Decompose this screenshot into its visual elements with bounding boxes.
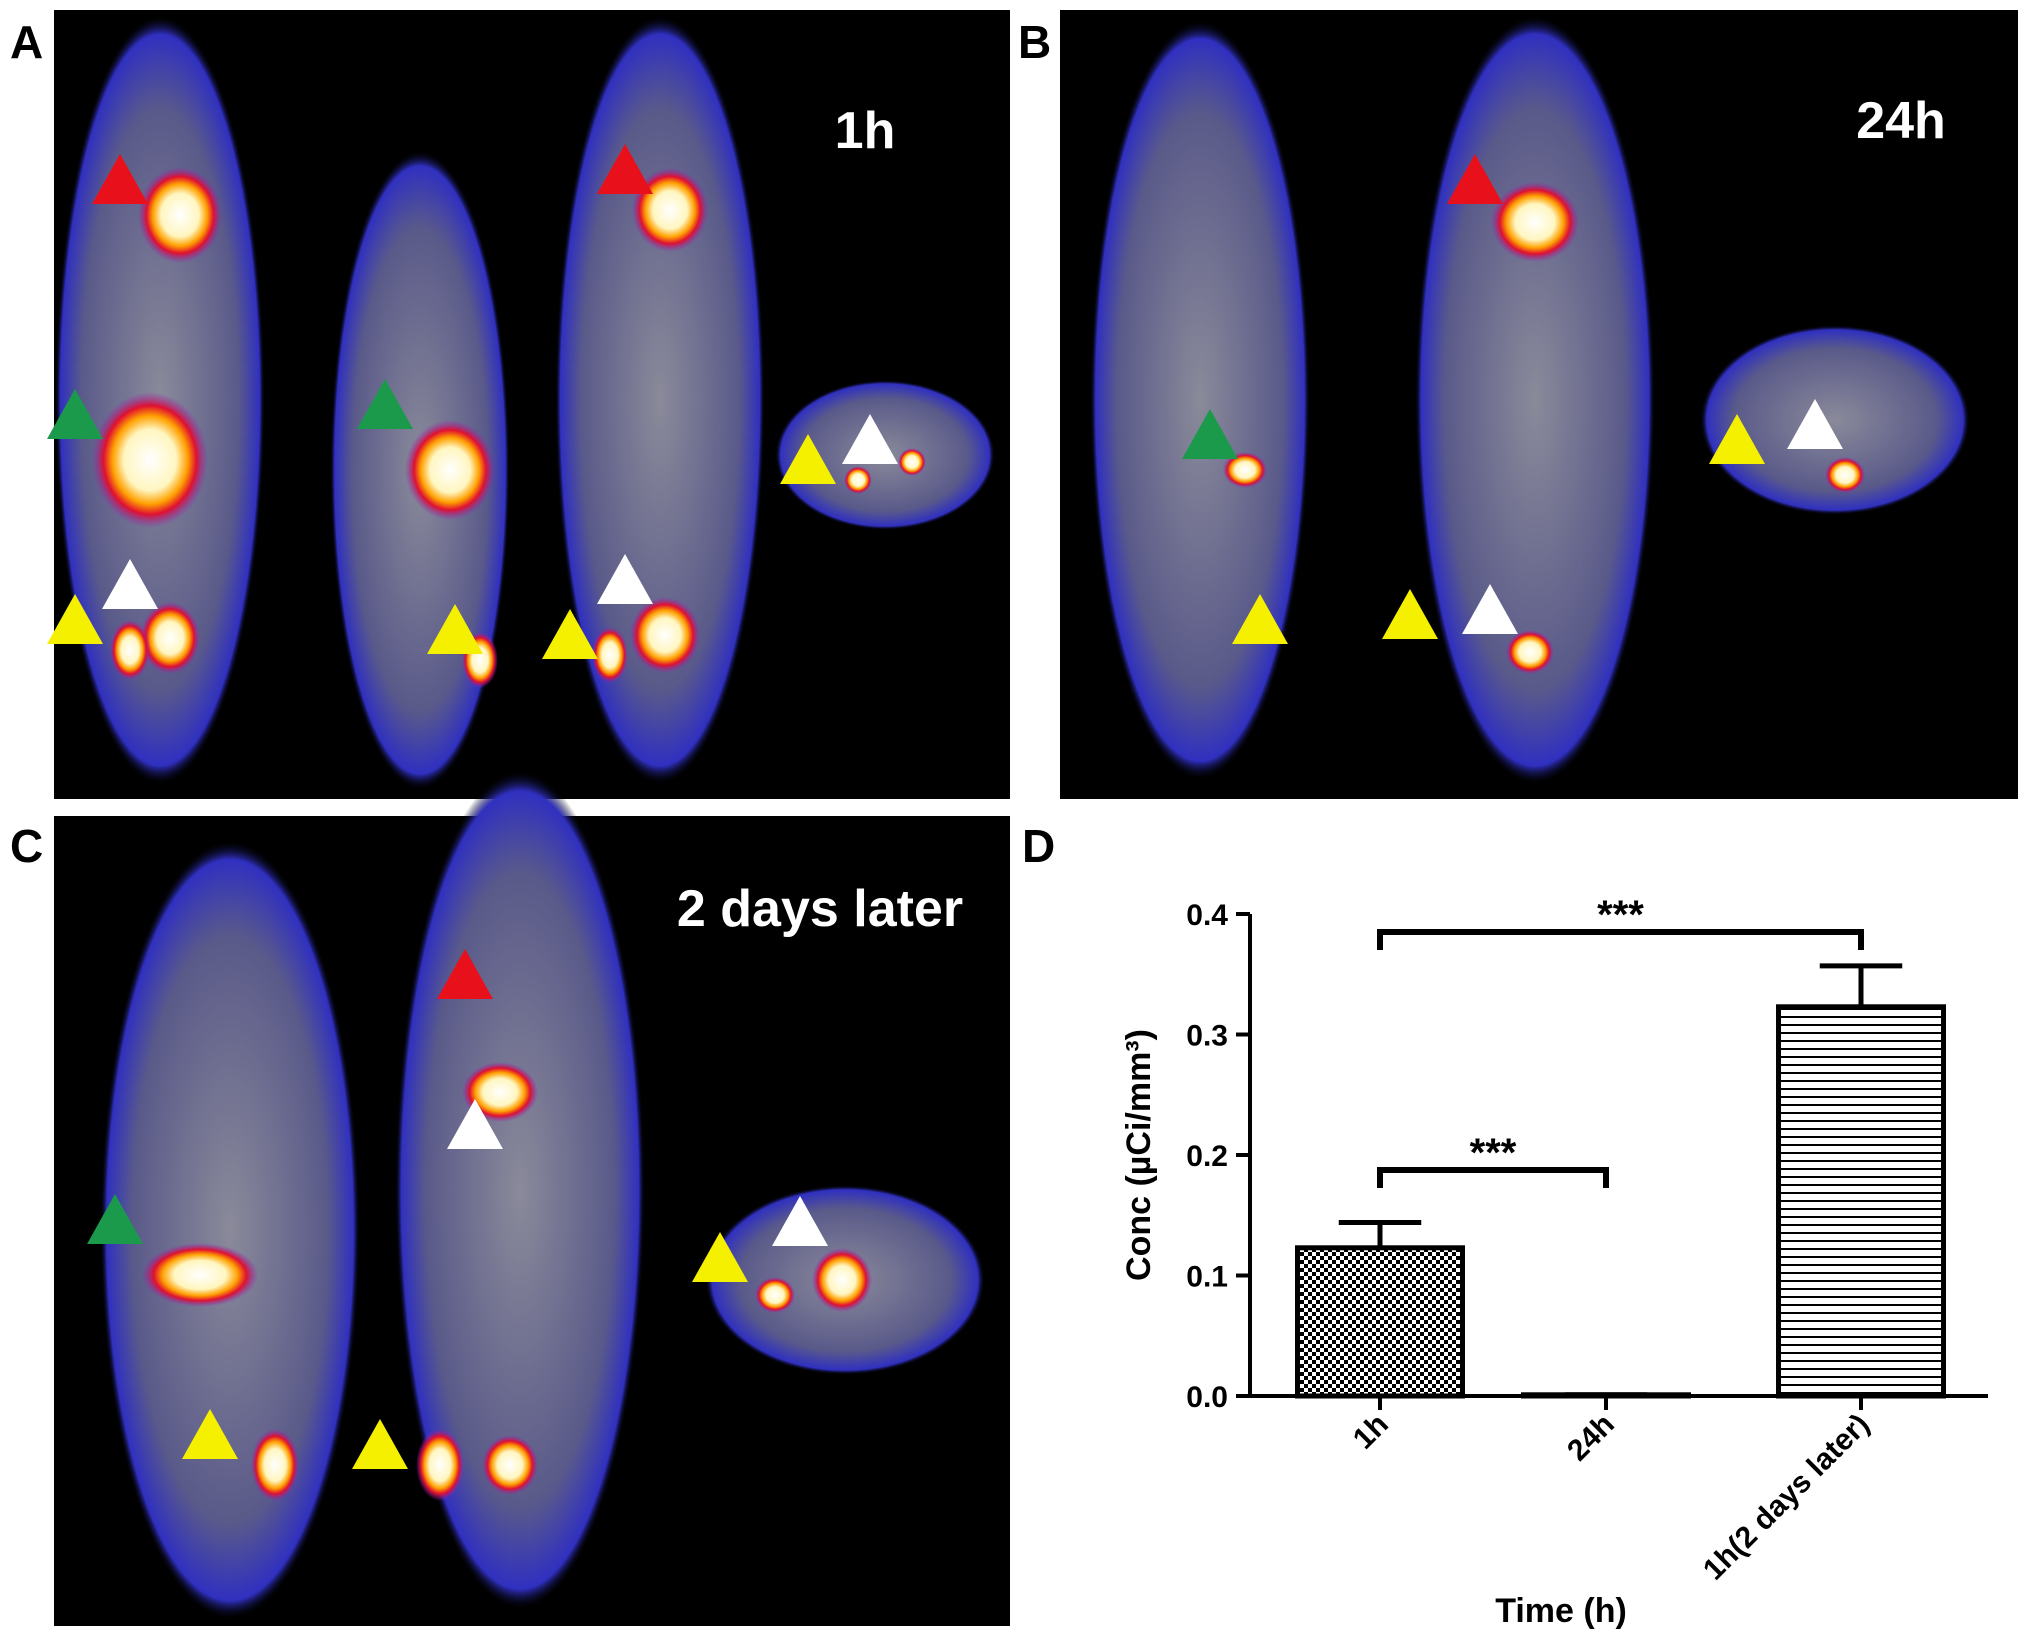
signal-hotspot: [416, 1429, 464, 1501]
arrowhead-marker: [692, 1232, 748, 1282]
image-content: [47, 15, 1970, 1620]
bar-chart: 0.0 0.1 0.2 0.3 0.4 1h 24h 1h(2 days later) *** *…: [1120, 893, 1988, 1630]
signal-hotspot: [142, 1243, 258, 1307]
signal-hotspot: [1223, 452, 1267, 488]
arrowhead-marker: [437, 949, 493, 999]
bar: [1776, 1004, 1946, 1399]
signal-hotspot: [110, 620, 150, 680]
mouse-body: [1415, 15, 1655, 785]
x-tick-label: 1h(2 days later): [1697, 1408, 1876, 1587]
y-tick-label: 0.1: [1186, 1261, 1228, 1294]
arrowhead-marker: [87, 1194, 143, 1244]
arrowhead-marker: [1447, 154, 1503, 204]
arrowhead-marker: [1232, 594, 1288, 644]
arrowhead-marker: [47, 389, 103, 439]
arrowhead-marker: [1382, 589, 1438, 639]
arrowhead-marker: [92, 154, 148, 204]
arrowhead-marker: [47, 594, 103, 644]
arrowhead-marker: [427, 604, 483, 654]
arrowhead-marker: [1462, 584, 1518, 634]
significance-label: ***: [1597, 893, 1644, 937]
x-axis-title: Time (h): [1495, 1592, 1627, 1630]
panel-label: A: [10, 16, 43, 68]
signal-hotspot: [405, 420, 495, 520]
panel-caption: 24h: [1856, 92, 1946, 150]
panel-label: B: [1018, 16, 1051, 68]
arrowhead-marker: [842, 414, 898, 464]
arrowhead-marker: [780, 434, 836, 484]
signal-hotspot: [898, 448, 926, 476]
signal-hotspot: [92, 392, 208, 528]
arrowhead-marker: [352, 1419, 408, 1469]
error-bar: [1819, 963, 1903, 1007]
arrowhead-marker: [447, 1099, 503, 1149]
arrowhead-marker: [1787, 399, 1843, 449]
signal-hotspot: [592, 627, 628, 683]
signal-hotspot: [1491, 182, 1579, 262]
x-tick-label: 1h: [1347, 1408, 1395, 1456]
panel-label: D: [1022, 820, 1055, 872]
arrowhead-marker: [772, 1196, 828, 1246]
arrowhead-marker: [1709, 414, 1765, 464]
y-axis-title: Conc (µCi/mm³): [1120, 1029, 1158, 1281]
signal-hotspot: [251, 1429, 299, 1501]
signal-hotspot: [630, 597, 700, 673]
mouse-body: [1700, 325, 1970, 515]
panel-label: C: [10, 820, 43, 872]
arrowhead-marker: [597, 144, 653, 194]
signal-hotspot: [844, 466, 872, 494]
y-tick-label: 0.4: [1186, 899, 1228, 932]
panel-caption: 1h: [835, 102, 896, 160]
signal-hotspot: [138, 167, 222, 263]
signal-hotspot: [1825, 457, 1865, 493]
y-tick-label: 0.3: [1186, 1020, 1228, 1053]
error-bar: [1338, 1219, 1422, 1248]
signal-hotspot: [140, 602, 200, 674]
signal-hotspot: [632, 168, 708, 252]
y-tick-label: 0.2: [1186, 1140, 1228, 1173]
significance-bracket: [1377, 929, 1864, 950]
arrowhead-marker: [597, 554, 653, 604]
mouse-body: [100, 840, 360, 1620]
signal-hotspot: [755, 1277, 795, 1313]
significance-bracket: [1377, 1167, 1609, 1188]
signal-hotspot: [812, 1248, 872, 1312]
significance-label: ***: [1470, 1131, 1517, 1175]
x-tick-label: 24h: [1561, 1408, 1621, 1468]
y-tick-label: 0.0: [1186, 1381, 1228, 1414]
mouse-body: [1090, 20, 1310, 780]
arrowhead-marker: [102, 559, 158, 609]
signal-hotspot: [462, 1062, 538, 1122]
signal-hotspot: [1506, 630, 1554, 674]
arrowhead-marker: [182, 1409, 238, 1459]
arrowhead-marker: [1182, 409, 1238, 459]
arrowhead-marker: [357, 379, 413, 429]
arrowhead-marker: [542, 609, 598, 659]
signal-hotspot: [482, 1435, 538, 1495]
panel-caption: 2 days later: [677, 880, 963, 938]
bar: [1295, 1245, 1465, 1399]
